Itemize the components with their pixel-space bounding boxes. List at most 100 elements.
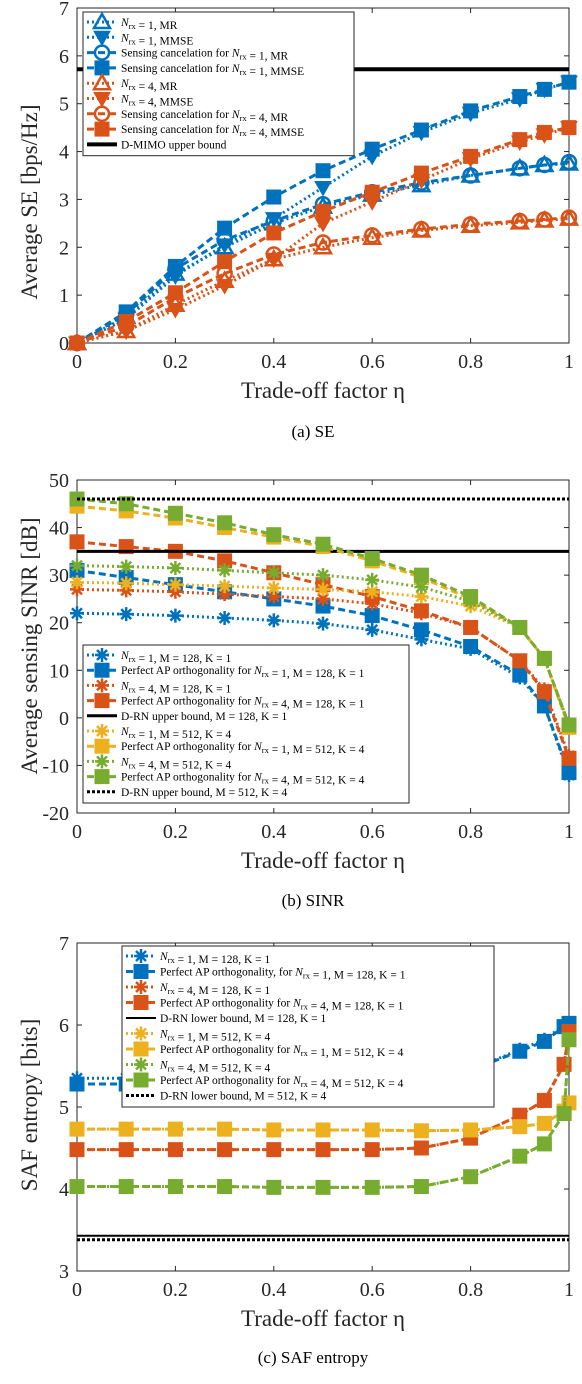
y-tick-label: 4 bbox=[59, 142, 69, 164]
legend-label: D-RN upper bound, M = 128, K = 1 bbox=[121, 711, 288, 723]
data-point bbox=[118, 496, 134, 512]
data-point bbox=[463, 639, 479, 654]
data-point bbox=[536, 81, 552, 97]
legend-marker bbox=[133, 1041, 149, 1057]
chart-1: 0 0.2 0.4 0.6 0.8 1 0 1 2 3 4 5 6 7 Trade-off factor η… bbox=[17, 0, 580, 441]
data-point bbox=[217, 254, 233, 270]
legend-marker bbox=[94, 693, 110, 709]
data-point bbox=[119, 576, 134, 591]
legend-label: D-RN upper bound, M = 512, K = 4 bbox=[121, 787, 288, 799]
legend-marker bbox=[93, 44, 111, 61]
data-point bbox=[512, 1148, 528, 1164]
legend-label: Nrx = 4, M = 128, K = 1 bbox=[159, 982, 271, 997]
legend-marker bbox=[95, 648, 109, 662]
data-point bbox=[217, 515, 233, 531]
legend-marker bbox=[134, 1026, 148, 1041]
legend-label: Perfect AP orthogonality for Nrx = 1, M … bbox=[121, 665, 365, 680]
data-point bbox=[314, 216, 332, 233]
data-point bbox=[364, 141, 380, 157]
x-tick-label: 0.2 bbox=[163, 821, 188, 843]
data-point bbox=[413, 603, 429, 619]
data-point bbox=[315, 203, 331, 219]
x-tick-label: 0.6 bbox=[360, 1279, 385, 1301]
data-point bbox=[167, 1142, 183, 1158]
legend-marker bbox=[133, 1072, 149, 1088]
data-point bbox=[561, 765, 577, 781]
data-point bbox=[118, 313, 134, 329]
legend-label: Nrx = 1, M = 512, K = 4 bbox=[120, 726, 232, 741]
data-point bbox=[413, 1140, 429, 1156]
y-tick-label: 30 bbox=[49, 565, 69, 587]
x-tick-label: 0.4 bbox=[261, 821, 286, 843]
data-point bbox=[168, 584, 183, 599]
x-tick-label: 0.2 bbox=[163, 1279, 188, 1301]
plot-area bbox=[76, 479, 570, 814]
data-point bbox=[512, 1043, 528, 1059]
legend-label: Perfect AP orthogonality for Nrx = 1, M … bbox=[121, 741, 365, 756]
data-point bbox=[561, 750, 577, 766]
data-point bbox=[70, 606, 84, 621]
data-point bbox=[118, 1121, 134, 1137]
legend-marker bbox=[134, 980, 148, 994]
legend-label: D-RN lower bound, M = 512, K = 4 bbox=[160, 1091, 327, 1103]
legend-marker bbox=[133, 964, 149, 979]
legend-label: Nrx = 1, MR bbox=[120, 17, 178, 32]
data-point bbox=[462, 216, 479, 233]
data-point bbox=[364, 1179, 380, 1195]
y-tick-label: 2 bbox=[59, 237, 69, 259]
chart-caption: (a) SE bbox=[292, 422, 335, 441]
data-point bbox=[167, 285, 183, 301]
data-point bbox=[512, 619, 528, 635]
legend-label: Sensing cancelation for Nrx = 1, MMSE bbox=[121, 63, 304, 78]
chart-caption: (b) SINR bbox=[282, 891, 345, 910]
y-tick-label: 20 bbox=[49, 613, 69, 635]
data-point bbox=[167, 258, 183, 274]
data-point bbox=[315, 1179, 331, 1195]
data-point bbox=[70, 558, 84, 573]
series-line bbox=[76, 587, 571, 757]
data-point bbox=[266, 565, 281, 580]
x-tick-label: 0.4 bbox=[261, 351, 286, 373]
x-axis-label: Trade-off factor η bbox=[241, 848, 405, 873]
series-line bbox=[76, 217, 570, 345]
data-point bbox=[512, 132, 528, 148]
legend-marker bbox=[93, 105, 111, 123]
data-point bbox=[118, 1142, 134, 1158]
data-point bbox=[512, 1119, 528, 1135]
data-point bbox=[167, 1179, 183, 1195]
legend-label: Nrx = 1, M = 128, K = 1 bbox=[120, 650, 232, 665]
data-point bbox=[413, 220, 430, 238]
legend-marker bbox=[94, 769, 110, 785]
x-tick-label: 0.2 bbox=[163, 351, 188, 373]
data-point bbox=[69, 1076, 85, 1092]
legend-marker bbox=[95, 724, 109, 738]
x-tick-label: 1 bbox=[564, 351, 574, 373]
data-point bbox=[315, 1142, 331, 1158]
y-tick-label: 40 bbox=[49, 518, 69, 540]
legend-marker bbox=[93, 92, 111, 108]
data-point bbox=[266, 189, 282, 205]
series-line bbox=[76, 126, 570, 345]
data-point bbox=[69, 1179, 85, 1195]
y-tick-label: 1 bbox=[59, 285, 69, 307]
data-point bbox=[413, 165, 429, 181]
data-point bbox=[463, 619, 479, 635]
y-tick-label: 6 bbox=[59, 46, 69, 68]
data-point bbox=[463, 1122, 479, 1138]
data-point bbox=[463, 589, 479, 605]
y-tick-label: 5 bbox=[59, 94, 69, 116]
legend-label: Perfect AP orthogonality for Nrx = 4, M … bbox=[160, 998, 404, 1013]
data-point bbox=[119, 583, 134, 598]
data-point bbox=[316, 591, 330, 606]
legend-marker bbox=[134, 949, 148, 963]
data-point bbox=[536, 156, 553, 174]
data-point bbox=[316, 582, 330, 597]
legend-label: Nrx = 4, M = 512, K = 4 bbox=[120, 756, 232, 771]
series-9 bbox=[69, 491, 577, 733]
y-tick-label: 7 bbox=[59, 933, 69, 955]
data-point bbox=[365, 572, 380, 587]
data-point bbox=[316, 616, 330, 631]
y-axis-label: Average SE [bps/Hz] bbox=[17, 104, 42, 299]
data-point bbox=[118, 1179, 134, 1195]
